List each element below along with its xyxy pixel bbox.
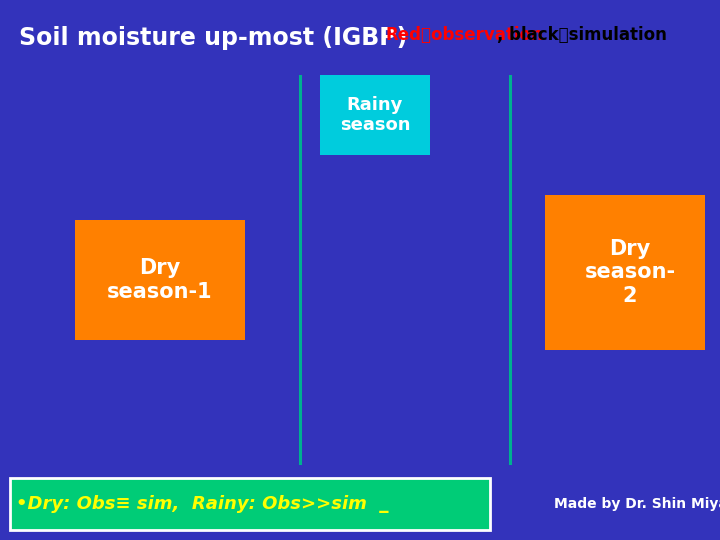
Text: Made by Dr. Shin Miyazaki: Made by Dr. Shin Miyazaki xyxy=(554,497,720,511)
Text: , black：simulation: , black：simulation xyxy=(497,26,667,44)
Text: Dry
season-1: Dry season-1 xyxy=(107,259,213,302)
Text: Soil moisture up-most (IGBP): Soil moisture up-most (IGBP) xyxy=(19,25,407,50)
Text: Rainy
season: Rainy season xyxy=(340,96,410,134)
Text: Red：observation: Red：observation xyxy=(385,26,543,44)
Bar xyxy=(545,195,715,350)
Bar xyxy=(320,75,430,155)
Text: Dry
season-
2: Dry season- 2 xyxy=(585,239,675,306)
Text: •Dry: Obs≡ sim,  Rainy: Obs>>sim  _: •Dry: Obs≡ sim, Rainy: Obs>>sim _ xyxy=(16,495,388,513)
Bar xyxy=(75,220,245,340)
